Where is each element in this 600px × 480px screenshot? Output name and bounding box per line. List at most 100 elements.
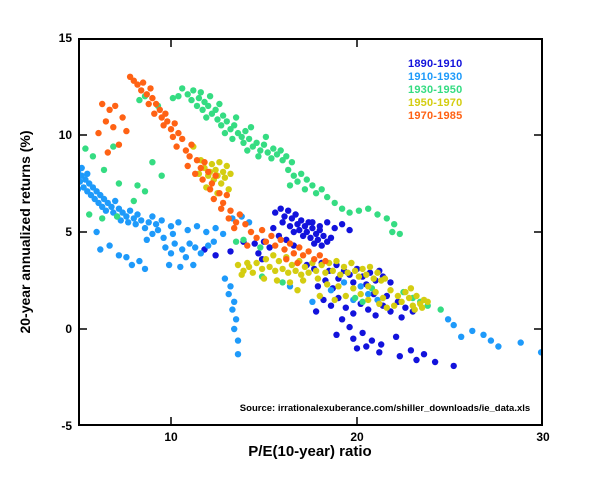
data-point xyxy=(136,257,143,265)
data-point xyxy=(294,287,301,294)
data-point xyxy=(231,325,238,333)
data-point xyxy=(162,110,169,117)
data-point xyxy=(130,197,137,205)
data-point xyxy=(158,217,165,224)
data-point xyxy=(296,226,303,234)
data-point xyxy=(383,215,390,222)
data-point xyxy=(292,211,299,218)
data-point xyxy=(450,362,457,370)
data-point xyxy=(253,139,260,146)
data-point xyxy=(223,162,230,170)
data-point xyxy=(407,347,415,354)
data-point xyxy=(214,116,221,123)
data-point xyxy=(190,261,197,269)
data-point xyxy=(247,228,255,236)
data-point xyxy=(205,168,212,176)
data-point xyxy=(227,248,234,255)
data-point xyxy=(322,269,329,276)
data-point xyxy=(206,93,214,100)
data-point xyxy=(192,244,199,251)
data-point xyxy=(221,275,229,282)
data-point xyxy=(240,236,247,243)
data-point xyxy=(102,118,110,125)
data-point xyxy=(480,331,487,338)
data-point xyxy=(350,285,357,292)
data-point xyxy=(115,141,123,148)
data-point xyxy=(258,265,266,273)
data-point xyxy=(227,170,234,177)
data-point xyxy=(195,94,203,102)
data-point xyxy=(206,186,214,193)
data-point xyxy=(437,306,444,313)
data-point xyxy=(418,304,426,311)
data-point xyxy=(186,240,193,247)
data-point xyxy=(193,102,201,110)
data-point xyxy=(311,256,318,263)
data-point xyxy=(405,294,413,302)
data-point xyxy=(162,244,169,251)
data-point xyxy=(340,279,348,286)
data-point xyxy=(149,213,156,220)
data-point xyxy=(173,143,180,150)
data-point xyxy=(102,207,110,214)
series-1910-1930 xyxy=(78,164,543,358)
data-point xyxy=(234,351,242,358)
data-point xyxy=(115,180,123,187)
data-point xyxy=(100,166,108,174)
data-point xyxy=(272,209,279,216)
y-tick-label: 5 xyxy=(65,225,72,239)
data-point xyxy=(169,230,177,238)
legend-item-1930-1950: 1930-1950 xyxy=(408,84,463,96)
data-point xyxy=(365,205,372,212)
data-point xyxy=(229,135,236,143)
data-point xyxy=(320,232,327,240)
data-point xyxy=(283,153,290,160)
data-point xyxy=(324,219,331,226)
data-point xyxy=(138,87,145,94)
data-point xyxy=(199,176,206,183)
data-point xyxy=(272,267,279,274)
data-point xyxy=(169,94,177,102)
data-point xyxy=(154,226,162,234)
data-point xyxy=(171,120,178,127)
data-point xyxy=(245,135,253,143)
data-point xyxy=(355,273,363,280)
data-point xyxy=(299,252,307,259)
data-point xyxy=(257,244,264,251)
data-point xyxy=(125,219,132,226)
data-point xyxy=(139,79,147,86)
data-point xyxy=(387,287,394,294)
data-point xyxy=(240,139,247,146)
data-point xyxy=(286,279,294,286)
data-point xyxy=(262,133,270,141)
data-point xyxy=(372,288,379,296)
data-point xyxy=(370,275,377,282)
data-point xyxy=(309,182,316,189)
data-point xyxy=(156,106,163,114)
data-point xyxy=(309,298,316,305)
data-point xyxy=(192,170,199,177)
data-point xyxy=(119,114,126,121)
data-point xyxy=(402,288,409,296)
data-point xyxy=(165,261,173,269)
data-point xyxy=(270,252,277,259)
data-point xyxy=(337,271,344,278)
data-point xyxy=(216,159,223,166)
data-point xyxy=(134,211,141,218)
data-point xyxy=(216,100,223,108)
data-point xyxy=(238,271,245,278)
plot-area: 1890-1910 1910-1930 1930-1950 1950-1970 1970… xyxy=(78,38,543,426)
data-point xyxy=(290,172,297,179)
source-note: Source: irrationalexuberance.com/shiller… xyxy=(239,403,531,414)
data-point xyxy=(115,252,123,259)
data-point xyxy=(350,279,357,286)
data-point xyxy=(218,205,225,212)
data-point xyxy=(342,292,349,300)
data-point xyxy=(104,149,111,156)
legend-item-1950-1970: 1950-1970 xyxy=(408,97,463,109)
data-point xyxy=(305,269,312,276)
data-point xyxy=(143,236,150,243)
legend-item-1890-1910: 1890-1910 xyxy=(408,58,463,70)
axes-box xyxy=(78,38,543,426)
data-point xyxy=(312,308,320,315)
